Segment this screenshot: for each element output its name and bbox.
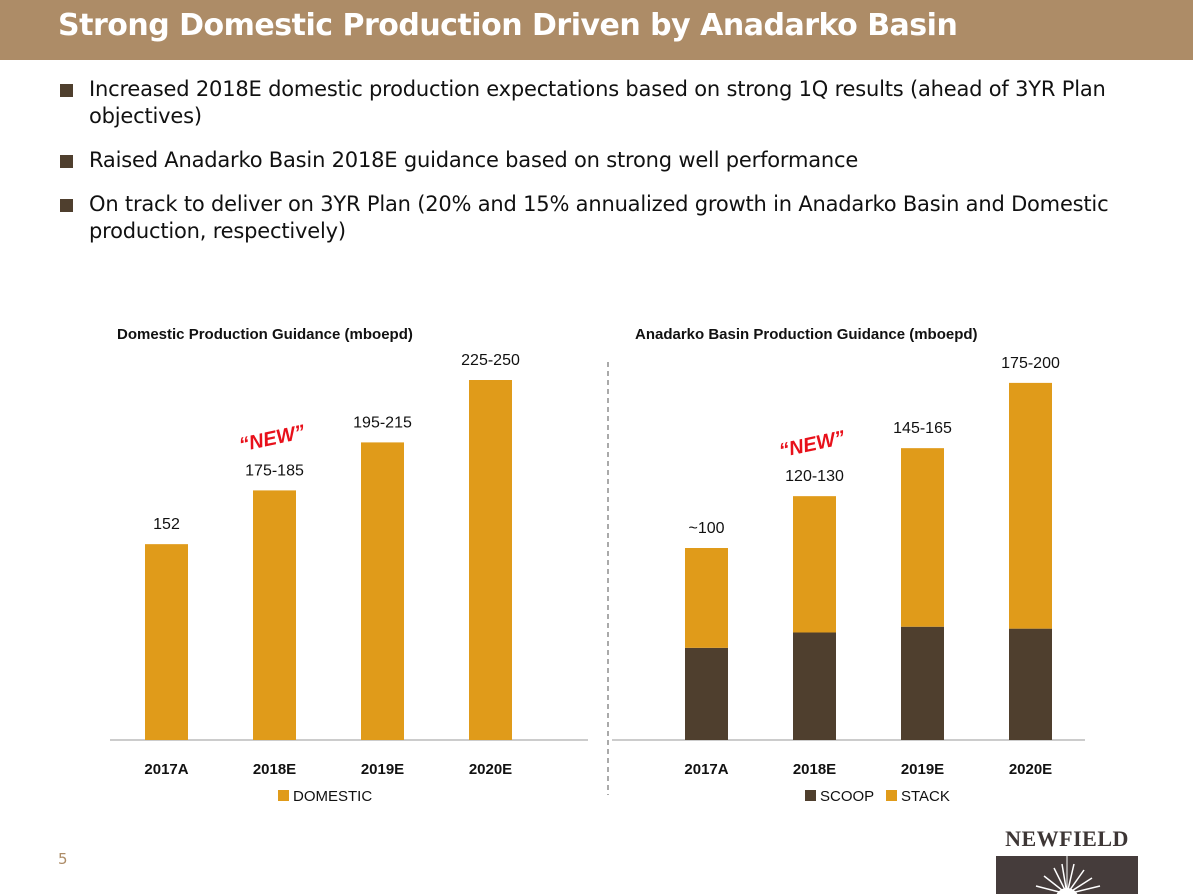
legend-swatch-stack	[886, 790, 897, 801]
category-label: 2019E	[901, 761, 944, 778]
new-annotation: “NEW”	[777, 427, 847, 462]
bullet-item: Raised Anadarko Basin 2018E guidance bas…	[58, 147, 1138, 174]
bullet-square-icon	[60, 199, 73, 212]
bar-domestic-2019e	[361, 442, 404, 740]
newfield-logo: NEWFIELD	[996, 826, 1138, 894]
chart-title: Domestic Production Guidance (mboepd)	[117, 326, 413, 343]
logo-sunburst-icon	[996, 856, 1138, 894]
new-annotation: “NEW”	[237, 421, 307, 456]
slide-title: Strong Domestic Production Driven by Ana…	[58, 8, 958, 43]
category-label: 2019E	[361, 761, 404, 778]
bullet-text: Raised Anadarko Basin 2018E guidance bas…	[89, 148, 859, 172]
bullet-item: Increased 2018E domestic production expe…	[58, 76, 1138, 130]
data-label: 152	[153, 516, 180, 533]
bar-stack-2017a	[685, 548, 728, 648]
bullet-item: On track to deliver on 3YR Plan (20% and…	[58, 191, 1138, 245]
legend-label-stack: STACK	[901, 788, 950, 805]
bar-scoop-2018e	[793, 632, 836, 740]
bar-stack-2018e	[793, 496, 836, 633]
data-label: 175-185	[245, 462, 304, 479]
data-label: 225-250	[461, 352, 520, 369]
bar-stack-2020e	[1009, 382, 1052, 629]
chart-title: Anadarko Basin Production Guidance (mboe…	[635, 326, 978, 343]
legend-label-scoop: SCOOP	[820, 788, 874, 805]
bar-domestic-2018e	[253, 490, 296, 740]
data-label: 145-165	[893, 420, 952, 437]
bullet-list: Increased 2018E domestic production expe…	[58, 76, 1138, 262]
legend-swatch-scoop	[805, 790, 816, 801]
bullet-square-icon	[60, 155, 73, 168]
category-label: 2017A	[684, 761, 728, 778]
bullet-text: Increased 2018E domestic production expe…	[89, 77, 1106, 128]
data-label: ~100	[688, 520, 724, 537]
bar-stack-2019e	[901, 448, 944, 627]
legend-label-domestic: DOMESTIC	[293, 788, 372, 805]
page-number: 5	[58, 850, 68, 868]
logo-text: NEWFIELD	[1005, 826, 1129, 851]
bullet-square-icon	[60, 84, 73, 97]
legend-swatch-domestic	[278, 790, 289, 801]
bullet-text: On track to deliver on 3YR Plan (20% and…	[89, 192, 1109, 243]
category-label: 2018E	[253, 761, 296, 778]
bar-domestic-2017a	[145, 544, 188, 740]
data-label: 120-130	[785, 468, 844, 485]
category-label: 2020E	[1009, 761, 1052, 778]
bar-scoop-2019e	[901, 626, 944, 740]
category-label: 2017A	[144, 761, 188, 778]
data-label: 175-200	[1001, 355, 1060, 372]
category-label: 2020E	[469, 761, 512, 778]
data-label: 195-215	[353, 414, 412, 431]
bar-domestic-2020e	[469, 380, 512, 740]
bar-scoop-2017a	[685, 647, 728, 740]
title-bar: Strong Domestic Production Driven by Ana…	[0, 0, 1193, 60]
category-label: 2018E	[793, 761, 836, 778]
bar-scoop-2020e	[1009, 628, 1052, 740]
